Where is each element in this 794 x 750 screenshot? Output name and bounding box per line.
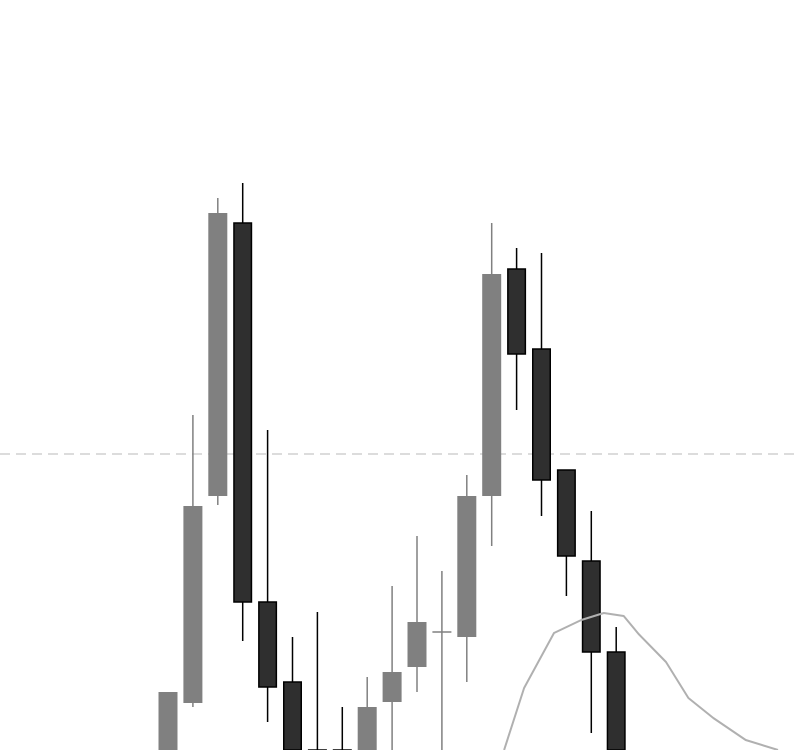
candle-body	[532, 348, 551, 481]
candle-body	[183, 506, 203, 703]
candle-body	[407, 622, 427, 667]
candle	[382, 586, 402, 750]
candle	[233, 183, 253, 641]
candle-body	[208, 213, 228, 496]
candle	[482, 223, 502, 546]
candle-body	[507, 268, 527, 355]
candle	[457, 475, 477, 682]
candle	[208, 198, 228, 505]
candle	[507, 248, 527, 410]
moving-average-layer	[503, 612, 779, 750]
candle	[581, 511, 601, 733]
candle-body	[233, 222, 253, 603]
candle	[183, 415, 203, 707]
candle	[283, 637, 302, 750]
candle	[432, 571, 452, 750]
candle-body	[382, 672, 402, 702]
candle	[556, 469, 576, 596]
candle	[606, 627, 626, 750]
candle	[332, 707, 352, 750]
candle-body	[457, 496, 477, 637]
candle-body	[606, 651, 626, 750]
candle	[407, 536, 427, 692]
candle-body	[556, 469, 576, 557]
candle	[258, 430, 278, 722]
candle-body	[158, 692, 178, 750]
candle-body	[357, 707, 377, 750]
candles-layer	[158, 183, 626, 750]
candle	[357, 677, 377, 750]
candle	[307, 612, 327, 750]
candle	[532, 253, 551, 516]
candle-body	[283, 681, 302, 750]
moving-average-line	[503, 612, 779, 750]
candle-body	[482, 274, 502, 496]
candle-body	[581, 560, 601, 653]
candle	[158, 692, 178, 750]
candle-body	[258, 601, 278, 688]
